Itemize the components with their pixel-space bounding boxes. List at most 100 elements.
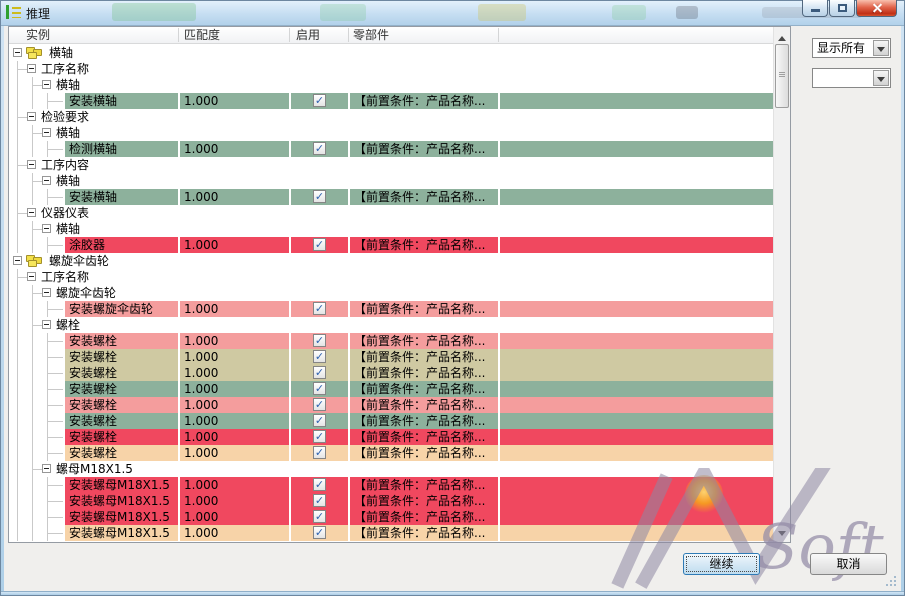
tree-connector <box>17 69 27 70</box>
table-row[interactable]: 安装螺栓 1.000 ✓ 【前置条件：产品名称... <box>9 381 773 397</box>
continue-button[interactable]: 继续 <box>683 553 760 575</box>
tree-connector <box>17 509 18 525</box>
row-fill-cell <box>500 509 773 525</box>
enable-checkbox[interactable]: ✓ <box>313 142 326 155</box>
enable-checkbox[interactable]: ✓ <box>313 446 326 459</box>
table-row[interactable]: 安装螺栓 1.000 ✓ 【前置条件：产品名称... <box>9 413 773 429</box>
enable-checkbox[interactable]: ✓ <box>313 430 326 443</box>
table-row[interactable]: 安装螺栓 1.000 ✓ 【前置条件：产品名称... <box>9 429 773 445</box>
table-row[interactable]: 安装螺栓 1.000 ✓ 【前置条件：产品名称... <box>9 349 773 365</box>
close-button[interactable] <box>856 0 897 17</box>
tree-node-row[interactable]: 检验要求 <box>9 109 773 125</box>
enable-checkbox[interactable]: ✓ <box>313 302 326 315</box>
match-score-cell: 1.000 <box>180 301 289 317</box>
table-row[interactable]: 安装螺栓 1.000 ✓ 【前置条件：产品名称... <box>9 365 773 381</box>
tree-node-row[interactable]: 横轴 <box>9 45 773 61</box>
tree-node-row[interactable]: 螺旋伞齿轮 <box>9 285 773 301</box>
table-row[interactable]: 安装横轴 1.000 ✓ 【前置条件：产品名称... <box>9 93 773 109</box>
collapse-toggle-icon[interactable] <box>42 176 51 185</box>
table-row[interactable]: 安装螺旋伞齿轮 1.000 ✓ 【前置条件：产品名称... <box>9 301 773 317</box>
enable-checkbox[interactable]: ✓ <box>313 190 326 203</box>
column-header-match[interactable]: 匹配度 <box>184 28 221 42</box>
collapse-toggle-icon[interactable] <box>42 320 51 329</box>
instance-cell: 安装螺母M18X1.5 <box>65 493 178 509</box>
scrollbar-thumb[interactable] <box>775 44 789 108</box>
column-header-enabled[interactable]: 启用 <box>296 28 321 42</box>
tree-connector <box>17 429 18 445</box>
collapse-toggle-icon[interactable] <box>27 208 36 217</box>
tree-node-row[interactable]: 横轴 <box>9 173 773 189</box>
collapse-toggle-icon[interactable] <box>27 112 36 121</box>
collapse-toggle-icon[interactable] <box>27 272 36 281</box>
tree-connector <box>17 213 27 214</box>
table-row[interactable]: 安装螺栓 1.000 ✓ 【前置条件：产品名称... <box>9 333 773 349</box>
tree-connector <box>17 141 18 157</box>
scroll-up-icon[interactable] <box>774 29 790 44</box>
column-header-instance[interactable]: 实例 <box>26 28 51 42</box>
table-row[interactable]: 涂胶器 1.000 ✓ 【前置条件：产品名称... <box>9 237 773 253</box>
tree-node-row[interactable]: 横轴 <box>9 221 773 237</box>
collapse-toggle-icon[interactable] <box>13 256 22 265</box>
tree-node-row[interactable]: 工序名称 <box>9 61 773 77</box>
table-row[interactable]: 安装螺母M18X1.5 1.000 ✓ 【前置条件：产品名称... <box>9 509 773 525</box>
table-row[interactable]: 安装螺栓 1.000 ✓ 【前置条件：产品名称... <box>9 445 773 461</box>
scroll-down-icon[interactable] <box>774 525 790 540</box>
tree-connector <box>17 165 27 166</box>
enable-checkbox[interactable]: ✓ <box>313 526 326 539</box>
enable-checkbox[interactable]: ✓ <box>313 382 326 395</box>
enable-checkbox[interactable]: ✓ <box>313 398 326 411</box>
enable-checkbox[interactable]: ✓ <box>313 510 326 523</box>
collapse-toggle-icon[interactable] <box>42 80 51 89</box>
chevron-down-icon[interactable] <box>873 70 889 86</box>
tree-connector <box>47 517 63 518</box>
tree-node-row[interactable]: 螺母M18X1.5 <box>9 461 773 477</box>
column-divider <box>498 28 499 42</box>
tree-node-row[interactable]: 螺旋伞齿轮 <box>9 253 773 269</box>
row-fill-cell <box>500 445 773 461</box>
maximize-button[interactable] <box>829 0 855 17</box>
table-row[interactable]: 安装螺母M18X1.5 1.000 ✓ 【前置条件：产品名称... <box>9 525 773 541</box>
enable-checkbox[interactable]: ✓ <box>313 478 326 491</box>
component-icon <box>26 47 43 60</box>
column-header-parts[interactable]: 零部件 <box>353 28 390 42</box>
table-row[interactable]: 检测横轴 1.000 ✓ 【前置条件：产品名称... <box>9 141 773 157</box>
enable-checkbox[interactable]: ✓ <box>313 366 326 379</box>
enable-checkbox[interactable]: ✓ <box>313 494 326 507</box>
vertical-scrollbar[interactable] <box>773 27 790 542</box>
tree-node-row[interactable]: 螺栓 <box>9 317 773 333</box>
cancel-button[interactable]: 取消 <box>810 553 887 575</box>
tree-node-row[interactable]: 工序内容 <box>9 157 773 173</box>
enable-checkbox[interactable]: ✓ <box>313 414 326 427</box>
tree-node-row[interactable]: 仪器仪表 <box>9 205 773 221</box>
tree-node-row[interactable]: 横轴 <box>9 125 773 141</box>
collapse-toggle-icon[interactable] <box>42 224 51 233</box>
table-row[interactable]: 安装螺母M18X1.5 1.000 ✓ 【前置条件：产品名称... <box>9 493 773 509</box>
collapse-toggle-icon[interactable] <box>27 160 36 169</box>
collapse-toggle-icon[interactable] <box>13 48 22 57</box>
resize-grip[interactable] <box>886 576 898 588</box>
collapse-toggle-icon[interactable] <box>42 464 51 473</box>
tree-connector <box>32 301 33 317</box>
collapse-toggle-icon[interactable] <box>42 128 51 137</box>
parts-cell: 【前置条件：产品名称... <box>350 237 498 253</box>
tree-connector <box>47 485 63 486</box>
table-row[interactable]: 安装横轴 1.000 ✓ 【前置条件：产品名称... <box>9 189 773 205</box>
parts-cell: 【前置条件：产品名称... <box>350 493 498 509</box>
tree-node-row[interactable]: 横轴 <box>9 77 773 93</box>
secondary-filter-select[interactable] <box>812 68 891 88</box>
tree-connector <box>47 533 63 534</box>
chevron-down-icon[interactable] <box>873 40 889 56</box>
table-row[interactable]: 安装螺栓 1.000 ✓ 【前置条件：产品名称... <box>9 397 773 413</box>
enable-checkbox[interactable]: ✓ <box>313 350 326 363</box>
collapse-toggle-icon[interactable] <box>27 64 36 73</box>
tree-node-row[interactable]: 工序名称 <box>9 269 773 285</box>
enable-cell: ✓ <box>291 93 348 109</box>
title-bar[interactable]: 推理 <box>0 0 905 26</box>
display-filter-select[interactable]: 显示所有 <box>812 38 891 58</box>
enable-checkbox[interactable]: ✓ <box>313 334 326 347</box>
minimize-button[interactable] <box>802 0 828 17</box>
enable-checkbox[interactable]: ✓ <box>313 94 326 107</box>
table-row[interactable]: 安装螺母M18X1.5 1.000 ✓ 【前置条件：产品名称... <box>9 477 773 493</box>
enable-checkbox[interactable]: ✓ <box>313 238 326 251</box>
collapse-toggle-icon[interactable] <box>42 288 51 297</box>
